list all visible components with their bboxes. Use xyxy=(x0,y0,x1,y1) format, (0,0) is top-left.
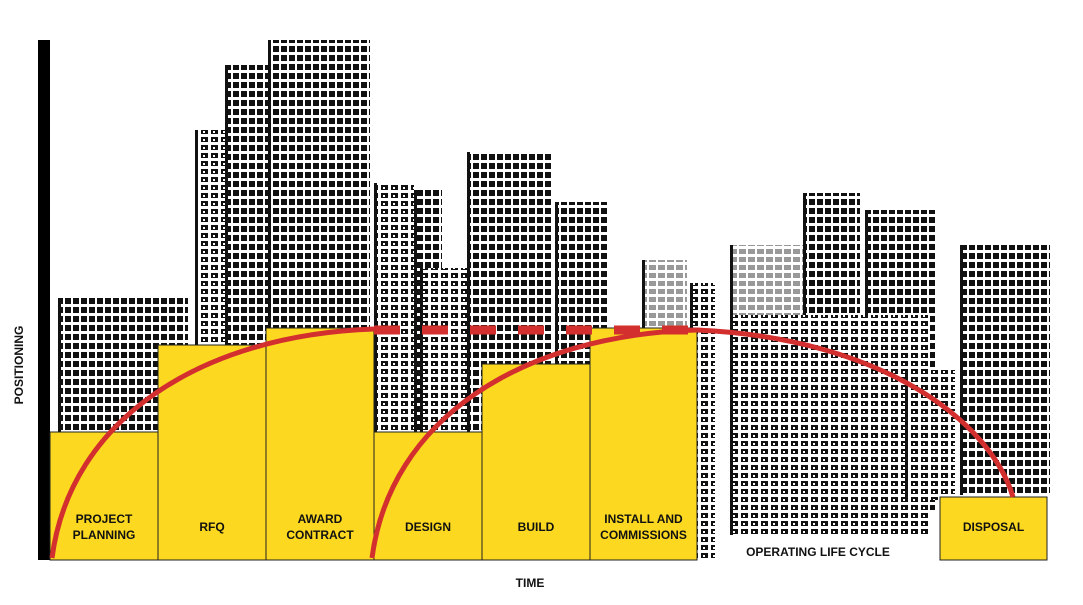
curves xyxy=(49,325,1016,559)
building-edge xyxy=(467,152,470,560)
stage-label: COMMISSIONS xyxy=(600,528,687,542)
building-edge xyxy=(803,193,806,323)
building xyxy=(960,245,1050,495)
stage-labels: PROJECT PLANNING RFQ AWARD CONTRACT DESIGN BUI… xyxy=(73,512,1025,542)
stage-label: DISPOSAL xyxy=(963,520,1024,534)
building-edge xyxy=(420,268,423,560)
building-edge xyxy=(730,245,733,315)
stage-label: PLANNING xyxy=(73,528,136,542)
stage-box xyxy=(373,431,483,561)
building-edge xyxy=(374,183,377,560)
stage-label: PROJECT xyxy=(76,512,133,526)
building-edge xyxy=(905,370,908,500)
curve xyxy=(696,327,1016,498)
building-edge xyxy=(225,65,228,560)
stage-label: DESIGN xyxy=(405,520,451,534)
stage-label: RFQ xyxy=(199,520,224,534)
x-axis-label: TIME xyxy=(516,576,545,590)
stage-label: BUILD xyxy=(518,520,555,534)
y-axis-label: POSITIONING xyxy=(12,326,26,405)
curve xyxy=(49,326,375,559)
stage-box xyxy=(589,327,698,561)
stage-label: AWARD xyxy=(298,512,343,526)
building-edge xyxy=(58,298,61,560)
building-edge xyxy=(642,260,645,330)
building xyxy=(642,260,687,330)
building xyxy=(803,193,860,323)
stage-box xyxy=(481,363,591,561)
operating-label: OPERATING LIFE CYCLE xyxy=(746,545,890,559)
y-axis xyxy=(38,40,50,560)
building xyxy=(905,370,955,500)
building-edge xyxy=(730,315,733,535)
stage-label: CONTRACT xyxy=(286,528,354,542)
stage-label: INSTALL AND xyxy=(604,512,683,526)
building-edge xyxy=(414,190,417,560)
stage-box xyxy=(939,496,1048,561)
building xyxy=(730,315,930,535)
stage-box xyxy=(265,327,375,561)
curve xyxy=(369,327,698,559)
building-edge xyxy=(268,40,271,560)
building-edge xyxy=(960,245,963,495)
